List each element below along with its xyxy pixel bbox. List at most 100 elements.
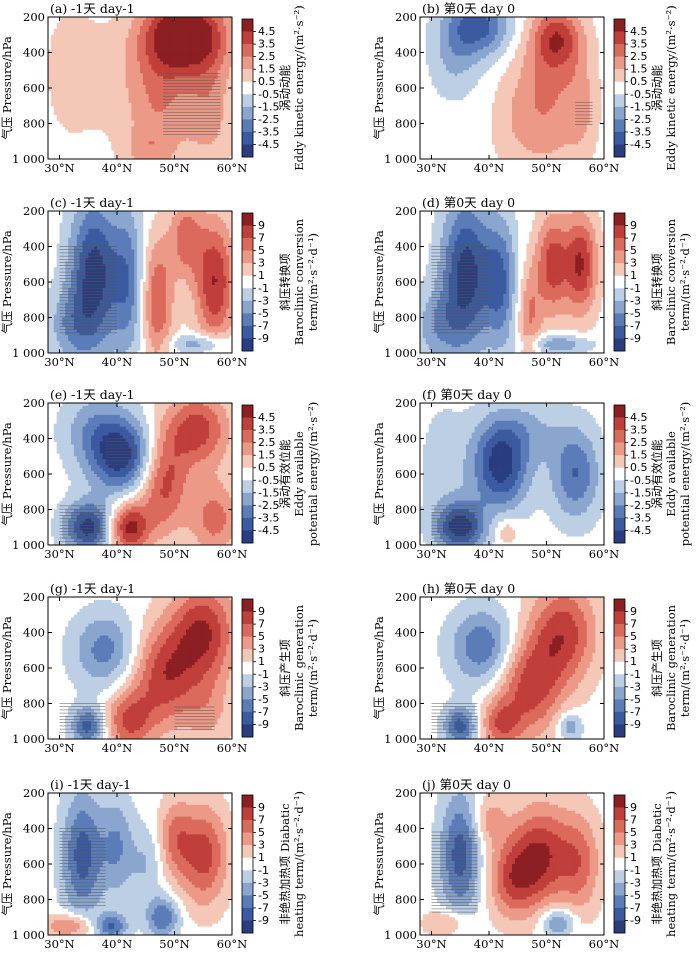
panel-c-xtick-label: 60°N [217,355,247,369]
colorbar-bin [614,845,625,858]
colorbar-bin [242,820,253,833]
colorbar-level-label: 3.5 [258,424,276,437]
colorbar-bin [614,468,625,481]
panel-d-xtick-label: 60°N [589,355,619,369]
colorbar-bin [242,313,253,326]
colorbar-level-label: -1.5 [258,486,279,499]
panel-b-xtick-label: 50°N [531,161,561,175]
colorbar-level-label: 9 [630,605,637,618]
colorbar-level-label: 7 [258,232,265,245]
colorbar-level-label: 9 [258,605,265,618]
colorbar-bin [614,858,625,871]
panel-c-field [48,211,232,353]
colorbar-bin [242,226,253,239]
panel-a-xtick-label: 40°N [102,161,132,175]
panel-g-title: (g) -1天 day-1 [50,581,135,596]
colorbar-level-label: -4.5 [630,138,651,151]
colorbar-bin [614,405,625,418]
panel-d-field [420,211,604,353]
colorbar-level-label: -1 [258,864,269,877]
colorbar-bin [242,44,253,57]
colorbar-bin [614,795,625,808]
colorbar-bin [614,69,625,82]
panel-j-ytick-label: 400 [395,822,417,836]
colorbar-bin [242,612,253,625]
panel-h-ytick-label: 1 000 [384,732,417,746]
colorbar-bin [614,649,625,662]
colorbar-bin [242,443,253,456]
panel-d-ylabel: 气压 Pressure/hPa [372,230,386,334]
panel-a-xtick-label: 50°N [159,161,189,175]
panel-g-xtick-label: 60°N [217,741,247,755]
colorbar-level-label: -4.5 [630,524,651,537]
panel-a-ytick-label: 1 000 [12,152,45,166]
panel-d-ytick-label: 1 000 [384,346,417,360]
panel-a-ytick-label: 200 [23,10,45,24]
colorbar-level-label: -1 [258,282,269,295]
colorbar-level-label: -3 [258,680,269,693]
panel-j-ytick-label: 200 [395,786,417,800]
colorbar-level-label: 0.5 [630,75,648,88]
colorbar-level-label: -0.5 [258,474,279,487]
colorbar-level-label: -9 [630,718,641,731]
colorbar-bin [242,699,253,712]
colorbar-level-label: -1.5 [630,100,651,113]
colorbar-bin [614,518,625,531]
figure: (a) -1天 day-12004006008001 00030°N 40°N 50… [0,0,700,953]
panel-b-xtick-label: 60°N [589,161,619,175]
colorbar-level-label: 1 [630,851,637,864]
colorbar-bin [614,226,625,239]
colorbar-level-label: -1 [630,864,641,877]
colorbar-bin [614,895,625,908]
panel-g-ytick-label: 800 [23,697,45,711]
panel-b-ytick-label: 600 [395,81,417,95]
panel-b-colorbar: 4.53.52.51.50.5-0.5-1.5-2.5-3.5-4.5涡动动能E… [614,5,678,171]
colorbar-level-label: -9 [258,914,269,927]
panel-h-field [437,597,604,739]
panel-f-ytick-label: 600 [395,467,417,481]
colorbar-level-label: 4.5 [630,411,648,424]
colorbar-level-label: 3 [258,257,265,270]
colorbar-title: 斜压产生项Baroclinic generationterm/(m²·s⁻²·d… [650,604,692,731]
colorbar-level-label: 2.5 [258,436,276,449]
colorbar-level-label: 5 [630,630,637,643]
colorbar-bin [242,213,253,226]
colorbar-bin [242,251,253,264]
panel-c-title: (c) -1天 day-1 [50,195,134,210]
colorbar-title: 非绝热加热项 Diabaticheating term/(m²·s⁻²·d⁻¹) [650,791,678,937]
panel-f-xtick-label: 30°N [416,547,446,561]
panel-f-colorbar: 4.53.52.51.50.5-0.5-1.5-2.5-3.5-4.5涡动有效位… [614,402,692,547]
panel-a-title: (a) -1天 day-1 [50,1,135,16]
colorbar-bin [614,19,625,32]
panel-e-ytick-label: 1 000 [12,538,45,552]
colorbar-level-label: -4.5 [258,524,279,537]
colorbar-level-label: -7 [258,901,269,914]
colorbar-bin [242,808,253,821]
colorbar-bin [614,107,625,120]
colorbar-bin [242,107,253,120]
colorbar-level-label: -0.5 [630,474,651,487]
panel-c-xtick-label: 40°N [102,355,132,369]
colorbar-bin [614,82,625,95]
panel-b-ytick-label: 400 [395,46,417,60]
panel-a-ylabel: 气压 Pressure/hPa [0,36,14,140]
colorbar-level-label: -4.5 [258,138,279,151]
colorbar-level-label: 5 [258,630,265,643]
colorbar-bin [614,724,625,737]
colorbar-level-label: -7 [258,705,269,718]
colorbar-level-label: 4.5 [258,25,276,38]
colorbar-bin [242,32,253,45]
panel-d-xtick-label: 40°N [474,355,504,369]
colorbar-level-label: 9 [258,801,265,814]
panel-e-title: (e) -1天 day-1 [50,387,134,402]
colorbar-bin [242,468,253,481]
colorbar-bin [242,505,253,518]
colorbar-level-label: -3 [630,680,641,693]
panel-i-ytick-label: 200 [23,786,45,800]
colorbar-bin [614,57,625,70]
panel-i-ytick-label: 600 [23,857,45,871]
colorbar-bin [242,493,253,506]
colorbar-bin [242,908,253,921]
